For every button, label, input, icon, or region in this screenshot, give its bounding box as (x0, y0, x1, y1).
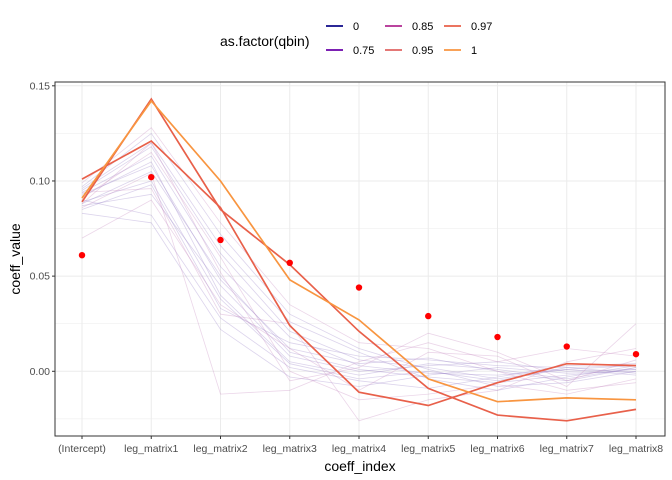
series-line-background (81, 188, 637, 422)
legend-label: 1 (471, 45, 477, 57)
panel-background (55, 82, 665, 436)
data-point (217, 236, 224, 244)
y-tick-label: 0.05 (30, 271, 51, 283)
data-point (286, 259, 293, 267)
series-line-background (81, 132, 637, 387)
series-line-background (81, 199, 637, 391)
series-line-0.97 (81, 139, 637, 407)
y-tick-label: 0.00 (30, 366, 51, 378)
series-line-background (81, 161, 637, 380)
series-line-1 (81, 99, 637, 403)
x-tick-label: leg_matrix2 (193, 443, 247, 455)
data-point (355, 284, 363, 291)
legend-title: as.factor(qbin) (220, 33, 309, 49)
plot-panel (54, 81, 666, 437)
series-line-background (81, 184, 637, 374)
data-point (425, 312, 432, 320)
x-tick-label: leg_matrix4 (332, 443, 386, 455)
series-line-background (81, 193, 637, 372)
series-line-background (81, 142, 637, 382)
x-axis-title: coeff_index (324, 458, 395, 474)
data-point (563, 343, 570, 350)
data-point (78, 251, 86, 259)
legend-entry: 0.75 (326, 45, 374, 57)
x-tick-label: (Intercept) (58, 443, 106, 455)
series-line-background (81, 165, 637, 382)
legend-entry: 0 (326, 21, 359, 33)
data-point (632, 350, 640, 358)
legend-entry: 0.95 (385, 45, 433, 57)
legend-entry: 1 (444, 45, 477, 57)
series-line-background (81, 155, 637, 376)
x-axis: (Intercept) leg_matrix1 leg_matrix2 leg_mat… (58, 436, 663, 455)
x-tick-label: leg_matrix6 (470, 443, 524, 455)
x-tick-label: leg_matrix7 (540, 443, 594, 455)
y-axis: 0.00 0.05 0.10 0.15 (30, 80, 55, 378)
x-tick-label: leg_matrix1 (124, 443, 178, 455)
highlighted-series (81, 97, 637, 422)
x-tick-label: leg_matrix8 (609, 443, 663, 455)
legend-entries: 0 0.75 0.85 0.95 0.97 1 (326, 21, 492, 57)
series-line-background (81, 127, 637, 391)
legend-label: 0.95 (412, 45, 433, 57)
series-line-background (81, 142, 637, 391)
reference-points (78, 173, 640, 358)
series-line-background (81, 212, 637, 387)
legend-entry: 0.97 (444, 21, 492, 33)
series-line-background (81, 146, 637, 380)
y-tick-label: 0.10 (30, 175, 51, 187)
x-tick-label: leg_matrix5 (401, 443, 455, 455)
series-line-0.97 (81, 97, 637, 422)
y-tick-label: 0.15 (30, 80, 51, 92)
legend-label: 0.85 (412, 21, 433, 33)
grid (55, 82, 665, 436)
legend-label: 0.97 (471, 21, 492, 33)
legend-label: 0 (353, 21, 359, 33)
y-axis-title: coeff_value (7, 223, 23, 295)
series-line-background (81, 172, 637, 395)
series-line-background (81, 170, 637, 384)
legend-entry: 0.85 (385, 21, 433, 33)
x-tick-label: leg_matrix3 (263, 443, 317, 455)
data-point (148, 173, 155, 181)
data-point (494, 333, 501, 341)
series-line-background (81, 151, 637, 401)
panel-border (54, 81, 666, 437)
series-line-background (81, 180, 637, 382)
legend-label: 0.75 (353, 45, 374, 57)
legend: as.factor(qbin) 0 0.75 0.85 0.95 0.97 1 (220, 21, 492, 57)
